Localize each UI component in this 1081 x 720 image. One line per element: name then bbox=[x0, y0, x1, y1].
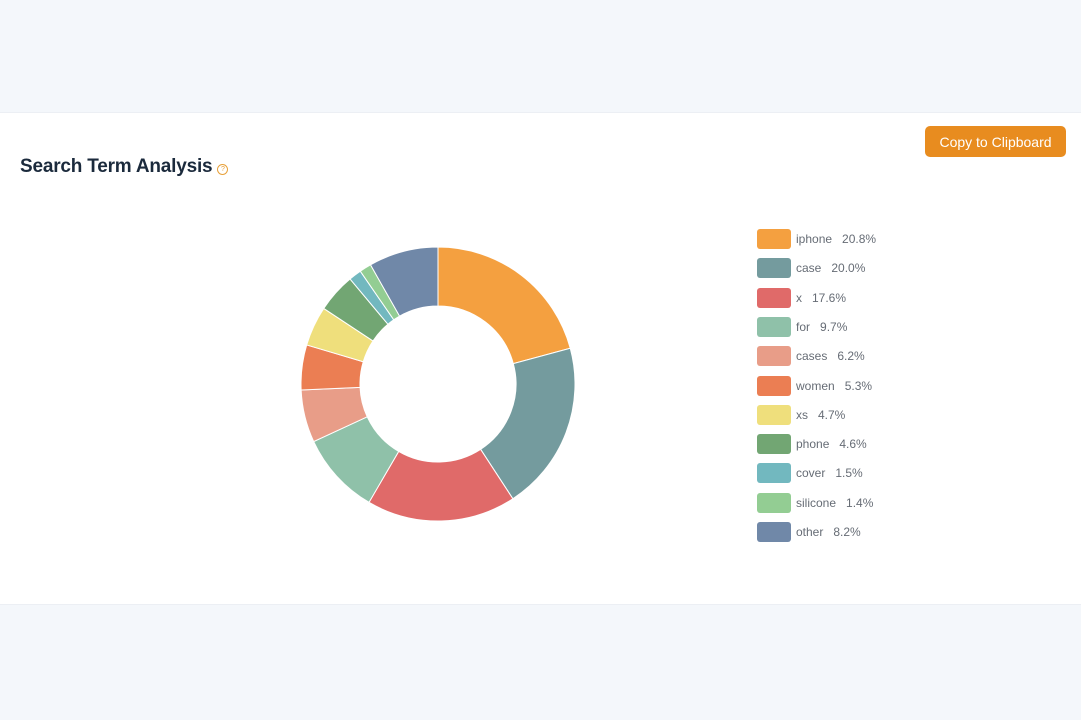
legend-value: 20.0% bbox=[831, 261, 866, 276]
legend-item-case[interactable]: case 20.0% bbox=[757, 258, 866, 279]
chart-card: Copy to Clipboard Search Term Analysis ?… bbox=[0, 112, 1081, 605]
legend-item-cover[interactable]: cover 1.5% bbox=[757, 463, 863, 484]
legend-value: 5.3% bbox=[844, 378, 873, 393]
copy-to-clipboard-button[interactable]: Copy to Clipboard bbox=[925, 126, 1066, 157]
legend-label: for bbox=[796, 319, 811, 334]
legend-item-other[interactable]: other 8.2% bbox=[757, 522, 861, 542]
legend-swatch bbox=[757, 492, 791, 513]
legend-item-x[interactable]: x 17.6% bbox=[757, 287, 847, 308]
legend-item-phone[interactable]: phone 4.6% bbox=[757, 434, 867, 455]
legend-swatch bbox=[757, 258, 791, 279]
slice-iphone[interactable] bbox=[437, 246, 571, 365]
legend-label: women bbox=[796, 378, 835, 393]
question-circle-icon[interactable]: ? bbox=[217, 163, 229, 175]
legend-swatch bbox=[757, 316, 791, 337]
legend-label: other bbox=[796, 525, 824, 539]
legend-value: 8.2% bbox=[833, 525, 861, 539]
legend-value: 4.7% bbox=[818, 407, 846, 422]
legend-label: cover bbox=[796, 466, 826, 481]
legend-value: 1.5% bbox=[835, 466, 863, 481]
legend-swatch bbox=[757, 463, 791, 484]
legend-item-women[interactable]: women 5.3% bbox=[757, 375, 873, 396]
chart-header: Search Term Analysis ? bbox=[20, 156, 229, 178]
legend-swatch bbox=[757, 522, 791, 542]
donut-chart bbox=[300, 246, 576, 522]
slice-other[interactable] bbox=[369, 246, 439, 317]
legend-item-cases[interactable]: cases 6.2% bbox=[757, 346, 865, 367]
page-title: Search Term Analysis bbox=[20, 156, 213, 177]
legend-swatch bbox=[757, 404, 791, 425]
legend-swatch bbox=[757, 375, 791, 396]
legend-swatch bbox=[757, 434, 791, 455]
legend-label: silicone bbox=[796, 495, 837, 510]
legend-swatch bbox=[757, 346, 791, 367]
legend-item-silicone[interactable]: silicone 1.4% bbox=[757, 492, 874, 513]
legend-value: 4.6% bbox=[839, 437, 867, 452]
legend-label: iphone bbox=[796, 232, 833, 246]
legend-swatch bbox=[757, 287, 791, 308]
legend-value: 1.4% bbox=[846, 495, 874, 510]
legend-item-xs[interactable]: xs 4.7% bbox=[757, 404, 846, 425]
legend-label: xs bbox=[796, 407, 808, 422]
legend-value: 9.7% bbox=[820, 319, 848, 334]
legend-label: cases bbox=[796, 349, 828, 364]
legend-value: 17.6% bbox=[812, 290, 847, 305]
legend-value: 20.8% bbox=[842, 232, 877, 246]
legend-label: x bbox=[796, 290, 802, 305]
legend-swatch bbox=[757, 229, 791, 249]
legend-label: phone bbox=[796, 437, 830, 452]
legend-item-for[interactable]: for 9.7% bbox=[757, 316, 848, 337]
legend-label: case bbox=[796, 261, 822, 276]
legend-value: 6.2% bbox=[837, 349, 865, 364]
legend-item-iphone[interactable]: iphone 20.8% bbox=[757, 229, 876, 249]
